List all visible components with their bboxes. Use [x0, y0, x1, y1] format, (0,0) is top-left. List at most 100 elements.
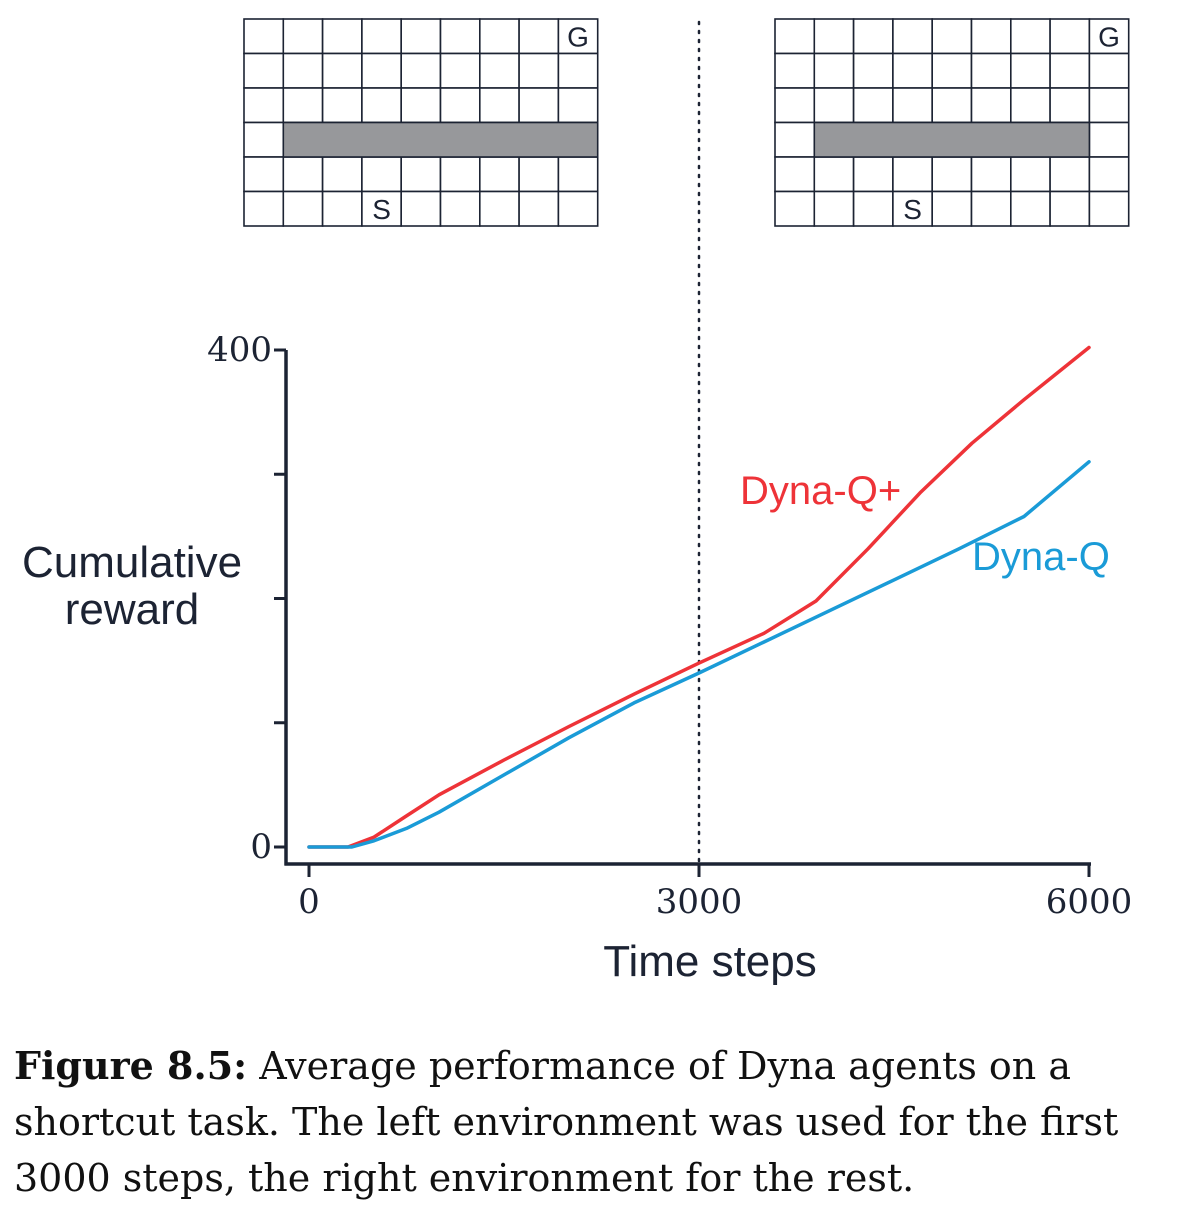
grid-cell [774, 18, 816, 55]
grid-cell [361, 190, 402, 227]
grid-cell [321, 87, 363, 124]
grid-cell [852, 190, 894, 227]
grid-cell [478, 156, 520, 193]
grid-cell [518, 18, 560, 55]
grid-cell [518, 156, 560, 193]
grid-cell [400, 190, 442, 227]
grid-cell [1088, 18, 1130, 55]
grid-cell [852, 87, 894, 124]
grid-cell [478, 87, 520, 124]
grid-cell [361, 87, 402, 124]
grid-cell [361, 18, 402, 55]
grid-cell [243, 52, 285, 89]
grid-cell [813, 18, 855, 55]
grid-cell [243, 190, 285, 227]
x-tick-label: 6000 [1046, 882, 1133, 922]
grid-cell [1009, 156, 1051, 193]
grid-cell [852, 156, 894, 193]
grid-cell [439, 52, 481, 89]
grid-cell [931, 190, 973, 227]
grid-cell [774, 156, 816, 193]
grid-cell [478, 52, 520, 89]
y-axis-label-line2: reward [65, 585, 200, 634]
x-tick-label: 0 [298, 882, 320, 922]
grid-cell [1049, 87, 1091, 124]
x-tick-label: 3000 [656, 882, 743, 922]
caption-text: Average performance of Dyna agents on a … [14, 1044, 1119, 1200]
grid-cell [400, 87, 442, 124]
grid-cell [1049, 190, 1091, 227]
grid-cell [321, 190, 363, 227]
grid-cell [1088, 121, 1130, 158]
grid-cell [243, 87, 285, 124]
grid-cell [1049, 52, 1091, 89]
grid-cell [931, 156, 973, 193]
y-axis-label-line1: Cumulative [22, 538, 242, 587]
grid-cell [321, 156, 363, 193]
grid-cell [970, 87, 1012, 124]
grid-cell [1088, 156, 1130, 193]
y-tick-label: 0 [250, 827, 272, 867]
grid-cell [852, 18, 894, 55]
grid-cell [282, 190, 324, 227]
grid-cell [970, 190, 1012, 227]
goal-label: G [1098, 21, 1120, 52]
grid-cell [321, 18, 363, 55]
grid-cell [892, 52, 934, 89]
grid-cell [518, 190, 560, 227]
grid-cell [1009, 87, 1051, 124]
series-label-dyna-q: Dyna-Q [972, 535, 1110, 579]
grid-cell [813, 87, 855, 124]
grid-cell [813, 156, 855, 193]
grid-cell [1088, 52, 1130, 89]
grid-cell [321, 52, 363, 89]
grid-cell [774, 121, 816, 158]
grid-cell [813, 52, 855, 89]
chart-axes: 0 400 0 3000 6000 [207, 330, 1132, 922]
grid-cell [557, 87, 599, 124]
grid-cell [439, 18, 481, 55]
grid-cell [439, 87, 481, 124]
start-label: S [372, 194, 391, 225]
left-gridworld: GS [243, 18, 599, 227]
grid-cell [1049, 156, 1091, 193]
grid-cell [282, 87, 324, 124]
goal-label: G [567, 21, 589, 52]
grid-cell [892, 190, 934, 227]
grid-cell [518, 52, 560, 89]
grid-cell [1088, 190, 1130, 227]
grid-cell [557, 52, 599, 89]
series-label-dyna-q-plus: Dyna-Q+ [740, 469, 901, 513]
x-axis-label: Time steps [603, 937, 817, 986]
grid-cell [1009, 18, 1051, 55]
grid-cell [400, 52, 442, 89]
grid-cell [1049, 18, 1091, 55]
grid-cell [931, 18, 973, 55]
grid-cell [361, 52, 402, 89]
grid-cell [243, 121, 285, 158]
grid-cell [243, 18, 285, 55]
grid-cell [400, 18, 442, 55]
grid-cell [774, 87, 816, 124]
chart-series [307, 345, 1091, 849]
grid-cell [361, 156, 402, 193]
grid-cell [774, 190, 816, 227]
grid-cell [970, 52, 1012, 89]
grid-cell [892, 18, 934, 55]
start-label: S [903, 194, 922, 225]
grid-cell [970, 156, 1012, 193]
grid-cell [478, 190, 520, 227]
grid-cell [439, 190, 481, 227]
wall-block [282, 121, 599, 158]
grid-cell [1009, 52, 1051, 89]
caption-label: Figure 8.5: [14, 1043, 248, 1088]
series-line-dyna-q-plus [307, 345, 1091, 849]
grid-cell [518, 87, 560, 124]
grid-cell [931, 87, 973, 124]
grid-cell [1088, 87, 1130, 124]
grid-cell [557, 190, 599, 227]
grid-cell [439, 156, 481, 193]
grid-cell [243, 156, 285, 193]
y-tick-label: 400 [207, 330, 272, 370]
